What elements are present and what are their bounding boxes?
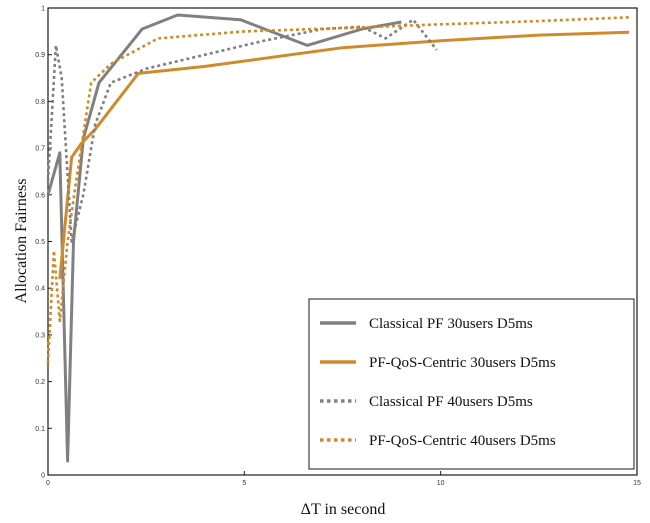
y-tick-label: 0.5 <box>35 239 45 246</box>
y-tick-label: 0 <box>41 473 45 480</box>
y-tick-label: 0.4 <box>35 286 45 293</box>
legend: Classical PF 30users D5ms PF-QoS-Centric… <box>308 298 635 470</box>
series-line-3 <box>46 18 438 243</box>
y-tick-label: 0.3 <box>35 332 45 339</box>
series-line-2 <box>58 30 630 280</box>
legend-label-classical-30: Classical PF 30users D5ms <box>369 316 533 332</box>
y-tick-label: 0.1 <box>35 426 45 433</box>
x-axis-ticks: 0 5 10 15 <box>46 471 641 487</box>
series-line-1 <box>46 13 402 463</box>
x-tick-label: 0 <box>46 480 50 487</box>
y-tick-label: 0.2 <box>35 379 45 386</box>
y-tick-label: 0.9 <box>35 52 45 59</box>
x-tick-label: 15 <box>633 480 641 487</box>
legend-label-qos-40: PF-QoS-Centric 40users D5ms <box>369 433 556 449</box>
y-tick-label: 0.6 <box>35 192 45 199</box>
y-tick-label: 1 <box>41 6 45 13</box>
y-tick-label: 0.8 <box>35 99 45 106</box>
legend-box <box>308 298 635 470</box>
legend-label-qos-30: PF-QoS-Centric 30users D5ms <box>369 355 556 371</box>
x-tick-label: 10 <box>437 480 445 487</box>
x-tick-label: 5 <box>242 480 246 487</box>
x-axis-label: ΔT in second <box>301 501 386 518</box>
y-axis-label: Allocation Fairness <box>13 179 30 304</box>
series-layer <box>46 13 630 463</box>
y-axis-ticks: 0 0.1 0.2 0.3 0.4 0.5 0.6 0.7 0.8 0.9 1 <box>35 6 52 480</box>
series-line-4 <box>46 16 630 363</box>
y-tick-label: 0.7 <box>35 146 45 153</box>
legend-label-classical-40: Classical PF 40users D5ms <box>369 394 533 410</box>
